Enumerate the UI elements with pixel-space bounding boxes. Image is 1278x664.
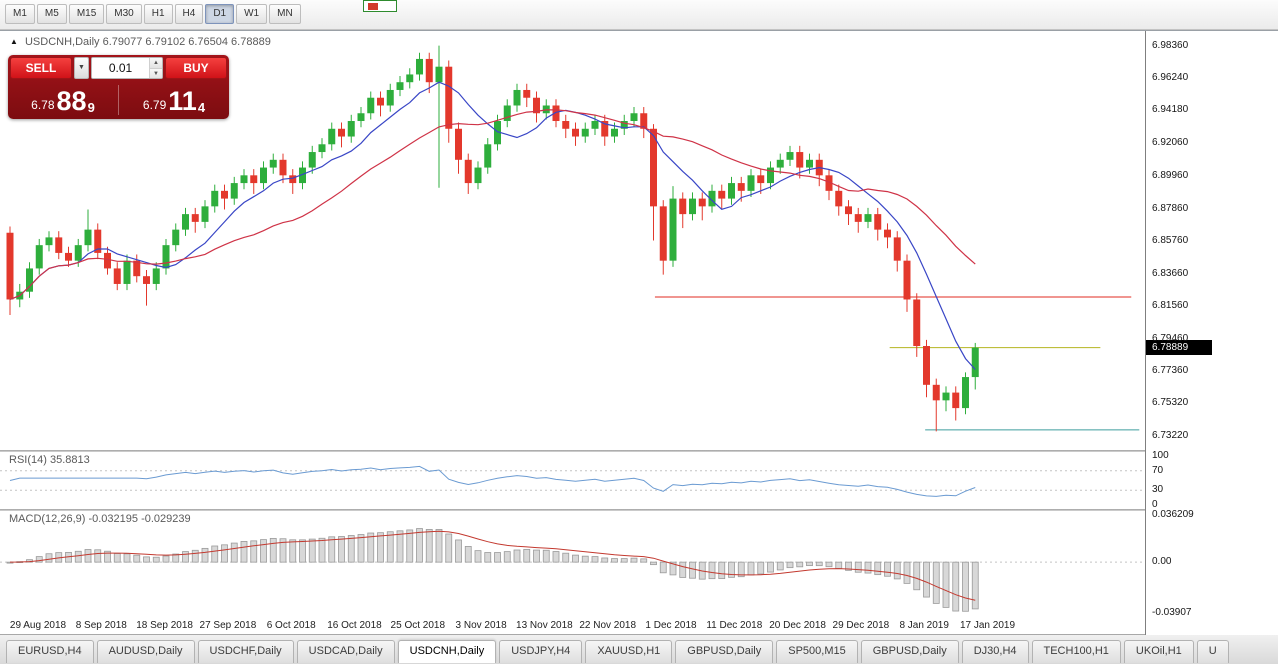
buy-button[interactable]: BUY [165,57,227,79]
axis-label: 6.75320 [1152,397,1189,409]
timeframe-button-m5[interactable]: M5 [36,4,67,24]
axis-label: 6.94180 [1152,104,1189,116]
date-axis-label: 25 Oct 2018 [390,620,446,631]
axis-label: 6.87860 [1152,202,1189,214]
chart-tab-usdcnh-daily[interactable]: USDCNH,Daily [397,640,497,663]
timeframe-button-w1[interactable]: W1 [236,4,268,24]
sell-price-display[interactable]: 6.78 88 9 [8,81,118,119]
date-axis-label: 22 Nov 2018 [579,620,637,631]
buy-price-display[interactable]: 6.79 11 4 [119,81,229,119]
chart-tab-audusd-daily[interactable]: AUDUSD,Daily [96,640,195,663]
chart-tab-usdjpy-h4[interactable]: USDJPY,H4 [499,640,583,663]
buy-price-prefix: 6.79 [142,98,167,112]
date-axis-label: 18 Sep 2018 [136,620,193,631]
main-chart-canvas[interactable] [0,31,1145,450]
sell-price-big: 88 [56,86,87,116]
date-axis-label: 13 Nov 2018 [516,620,573,631]
chart-tab-usdcad-daily[interactable]: USDCAD,Daily [296,640,395,663]
chart-tab-tech100-h1[interactable]: TECH100,H1 [1031,640,1121,663]
axis-label: 100 [1152,450,1169,461]
axis-label: 6.77360 [1152,365,1189,377]
axis-label: 30 [1152,484,1164,496]
rsi-indicator-canvas[interactable] [0,452,1145,509]
axis-label: 6.98360 [1152,39,1189,51]
price-axis[interactable]: 6.78889 6.98360 6.96240 6.94180 6.92060 6.89… [1145,31,1278,635]
pane-divider-macd[interactable] [0,509,1278,511]
axis-label: 6.73220 [1152,429,1189,441]
chart-tab-gbpusd-daily[interactable]: GBPUSD,Daily [675,640,774,663]
chart-tab-gbpusd-daily[interactable]: GBPUSD,Daily [860,640,959,663]
lot-spinner: ▲ ▼ [149,58,162,78]
lot-size-input[interactable] [92,58,149,78]
axis-label: -0.03907 [1152,607,1192,618]
axis-label: 0.00 [1152,556,1172,568]
one-click-trading-panel: SELL ▼ ▲ ▼ BUY 6.78 88 9 6.79 11 4 [8,55,229,119]
buy-price-big: 11 [168,86,197,116]
chart-tab-xauusd-h1[interactable]: XAUUSD,H1 [585,640,673,663]
pane-divider-rsi[interactable] [0,450,1278,452]
axis-label: 0.036209 [1152,509,1194,520]
chart-tab-usdchf-daily[interactable]: USDCHF,Daily [197,640,294,663]
chart-tabs-bar: EURUSD,H4 AUDUSD,Daily USDCHF,Daily USDCAD,… [0,634,1278,664]
lot-spin-down-icon[interactable]: ▼ [150,68,162,78]
timeframe-button-m15[interactable]: M15 [68,4,105,24]
date-axis-label: 6 Oct 2018 [266,620,316,631]
chart-window: ▲ USDCNH,Daily 6.79077 6.79102 6.76504 6… [0,30,1278,635]
axis-label: 6.81560 [1152,300,1189,312]
date-axis-label: 20 Dec 2018 [769,620,826,631]
axis-label: 6.79460 [1152,332,1189,344]
date-axis-label: 17 Jan 2019 [959,620,1016,631]
axis-label: 6.96240 [1152,72,1189,84]
price-divider [118,85,119,115]
chart-header: ▲ USDCNH,Daily 6.79077 6.79102 6.76504 6… [10,36,271,48]
date-axis-label: 1 Dec 2018 [645,620,697,631]
timeframe-button-mn[interactable]: MN [269,4,301,24]
cropped-widget-glyph [368,3,378,10]
axis-label: 0 [1152,499,1158,510]
buy-price-sup: 4 [197,100,206,115]
timeframe-button-h4[interactable]: H4 [174,4,204,24]
axis-label: 6.83660 [1152,267,1189,279]
lot-spin-up-icon[interactable]: ▲ [150,58,162,68]
timeframe-button-d1[interactable]: D1 [205,4,235,24]
chart-tab-eurusd-h4[interactable]: EURUSD,H4 [6,640,94,663]
timeframe-button-m1[interactable]: M1 [5,4,35,24]
axis-label: 6.85760 [1152,235,1189,247]
date-axis[interactable]: 29 Aug 2018 8 Sep 2018 18 Sep 2018 27 Sep 2… [0,617,1145,635]
sell-price-prefix: 6.78 [31,98,55,112]
cropped-toolbar-widget[interactable] [363,0,397,12]
chart-title-ohlc: USDCNH,Daily 6.79077 6.79102 6.76504 6.7… [24,36,271,48]
sell-button[interactable]: SELL [10,57,72,79]
chart-tab-sp500-m15[interactable]: SP500,M15 [776,640,858,663]
axis-label: 6.89960 [1152,169,1189,181]
timeframe-button-h1[interactable]: H1 [143,4,173,24]
sell-price-sup: 9 [87,100,95,115]
date-axis-label: 16 Oct 2018 [327,620,382,631]
axis-label: 70 [1152,464,1164,476]
collapse-panel-icon[interactable]: ▲ [10,37,18,46]
chart-tab-dj30-h4[interactable]: DJ30,H4 [961,640,1029,663]
timeframe-toolbar: M1 M5 M15 M30 H1 H4 D1 W1 MN [0,0,1278,30]
date-axis-label: 29 Dec 2018 [832,620,890,631]
lot-dropdown-button[interactable]: ▼ [74,57,89,79]
date-axis-label: 27 Sep 2018 [199,620,257,631]
date-axis-label: 11 Dec 2018 [706,620,763,631]
lot-size-field: ▲ ▼ [91,57,163,79]
current-price-badge: 6.78889 [1146,339,1212,355]
rsi-label: RSI(14) 35.8813 [9,454,90,466]
axis-label: 6.92060 [1152,137,1189,149]
chart-tab-u[interactable]: U [1196,640,1229,663]
macd-indicator-canvas[interactable] [0,511,1145,617]
date-axis-label: 3 Nov 2018 [455,620,507,631]
date-axis-label: 8 Sep 2018 [75,620,127,631]
date-axis-label: 29 Aug 2018 [9,620,67,631]
timeframe-button-m30[interactable]: M30 [106,4,142,24]
chart-tab-ukoil-h1[interactable]: UKOil,H1 [1123,640,1194,663]
macd-label: MACD(12,26,9) -0.032195 -0.029239 [9,513,191,525]
date-axis-label: 8 Jan 2019 [899,620,949,631]
